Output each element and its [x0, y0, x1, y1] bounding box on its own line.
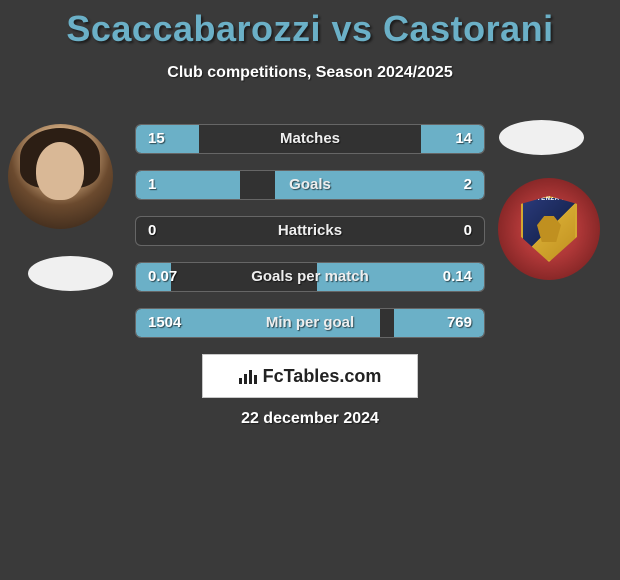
stats-table: 15Matches14 1Goals2 0Hattricks0 0.07Goals p… — [135, 124, 485, 354]
stat-label: Matches — [136, 125, 484, 153]
stat-row: 0Hattricks0 — [135, 216, 485, 246]
player-left-avatar — [8, 124, 113, 229]
stat-label: Goals per match — [136, 263, 484, 291]
comparison-card: Scaccabarozzi vs Castorani Club competit… — [0, 0, 620, 82]
stat-value-right: 2 — [464, 171, 472, 199]
stat-value-right: 0 — [464, 217, 472, 245]
stat-label: Min per goal — [136, 309, 484, 337]
stat-row: 0.07Goals per match0.14 — [135, 262, 485, 292]
bars-icon — [239, 368, 259, 384]
stat-label: Hattricks — [136, 217, 484, 245]
stat-value-right: 14 — [455, 125, 472, 153]
stat-label: Goals — [136, 171, 484, 199]
flag-left — [28, 256, 113, 291]
stat-row: 1504Min per goal769 — [135, 308, 485, 338]
brand-text: FcTables.com — [263, 366, 382, 387]
stat-row: 1Goals2 — [135, 170, 485, 200]
page-title: Scaccabarozzi vs Castorani — [0, 0, 620, 50]
crest-label: POTENZA SC — [523, 196, 575, 202]
subtitle: Club competitions, Season 2024/2025 — [0, 64, 620, 82]
date-label: 22 december 2024 — [0, 410, 620, 428]
stat-row: 15Matches14 — [135, 124, 485, 154]
club-crest-icon: POTENZA SC — [521, 196, 577, 262]
stat-value-right: 769 — [447, 309, 472, 337]
brand-box: FcTables.com — [202, 354, 418, 398]
stat-value-right: 0.14 — [443, 263, 472, 291]
flag-right — [499, 120, 584, 155]
player-right-avatar: POTENZA SC — [498, 178, 600, 280]
